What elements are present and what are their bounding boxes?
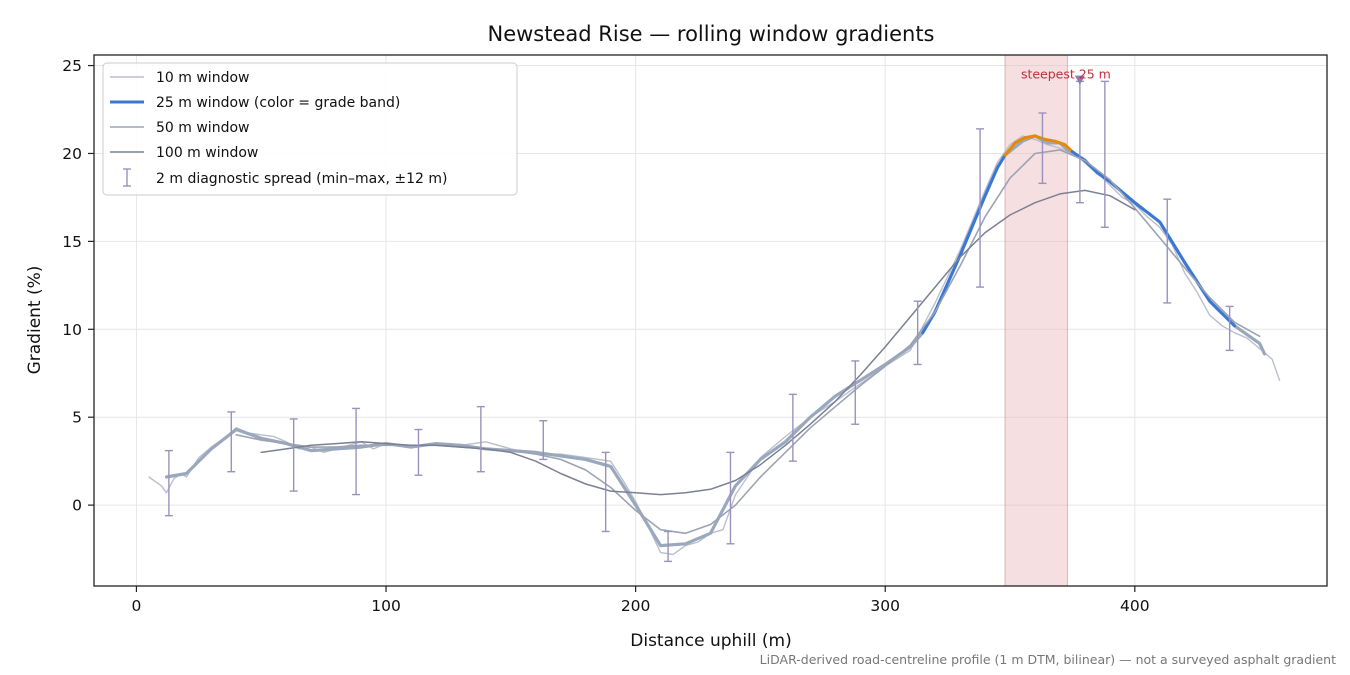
error-bar-8 <box>664 530 673 563</box>
diagnostic-error-bars <box>164 80 1234 563</box>
error-bar-1 <box>227 411 236 473</box>
error-bar-17 <box>1163 198 1172 304</box>
error-bar-5 <box>476 405 485 473</box>
highlight-band <box>1004 54 1068 587</box>
error-bar-9 <box>726 451 735 545</box>
error-bar-18 <box>1225 305 1234 352</box>
legend-label-50m: 50 m window <box>156 120 249 136</box>
error-bar-4 <box>414 428 423 476</box>
x-ticks: 0 100 200 300 400 <box>131 586 1150 615</box>
error-bar-7 <box>601 451 610 533</box>
legend-label-25m: 25 m window (color = grade band) <box>156 95 400 111</box>
y-tick-label-1: 5 <box>72 409 82 427</box>
footnote: LiDAR-derived road-centreline profile (1… <box>760 652 1336 667</box>
series-25m-band-blue-2 <box>1070 150 1237 328</box>
y-tick-label-3: 15 <box>62 233 82 251</box>
series-10m-line <box>148 135 1281 556</box>
error-bar-2 <box>289 418 298 492</box>
error-bar-15 <box>1075 80 1084 204</box>
error-bar-14 <box>1038 112 1047 185</box>
x-tick-label-2: 200 <box>621 597 651 615</box>
legend-label-errorbar: 2 m diagnostic spread (min–max, ±12 m) <box>156 171 447 187</box>
x-tick-label-1: 100 <box>371 597 401 615</box>
x-axis-label: Distance uphill (m) <box>630 631 791 651</box>
error-bar-12 <box>913 300 922 366</box>
chart-title: Newstead Rise — rolling window gradients <box>488 22 935 46</box>
y-tick-label-0: 0 <box>72 497 82 515</box>
error-bar-0 <box>164 449 173 517</box>
y-axis-label: Gradient (%) <box>25 266 45 375</box>
steepest-marker <box>1074 75 1085 85</box>
x-tick-label-0: 0 <box>131 597 141 615</box>
y-tick-label-5: 25 <box>62 57 82 75</box>
legend-box <box>102 62 518 196</box>
error-bar-11 <box>851 360 860 425</box>
legend-swatch-errorbar <box>123 168 131 187</box>
steepest-annotation-label: steepest 25 m <box>1021 67 1111 82</box>
plot-frame <box>93 54 1328 587</box>
series-100m-line <box>260 189 1136 496</box>
series-25m-band-blue <box>921 153 1007 335</box>
y-tick-label-4: 20 <box>62 145 82 163</box>
steepest-25m-band <box>1004 54 1068 587</box>
series-lines <box>148 134 1281 556</box>
error-bar-16 <box>1100 80 1109 229</box>
series-25m-line <box>164 134 1267 548</box>
annotation-group: steepest 25 m <box>1021 67 1111 85</box>
error-bar-10 <box>788 393 797 462</box>
x-tick-label-4: 400 <box>1120 597 1150 615</box>
error-bar-3 <box>352 407 361 496</box>
y-tick-label-2: 10 <box>62 321 82 339</box>
legend-label-100m: 100 m window <box>156 145 258 161</box>
legend-label-10m: 10 m window <box>156 70 249 86</box>
series-25m-band-orange <box>1003 134 1074 157</box>
x-tick-label-3: 300 <box>870 597 900 615</box>
error-bar-6 <box>539 420 548 461</box>
legend: 10 m window 25 m window (color = grade b… <box>102 62 518 196</box>
y-ticks: 0 5 10 15 20 25 <box>62 57 94 515</box>
error-bar-13 <box>976 128 985 288</box>
